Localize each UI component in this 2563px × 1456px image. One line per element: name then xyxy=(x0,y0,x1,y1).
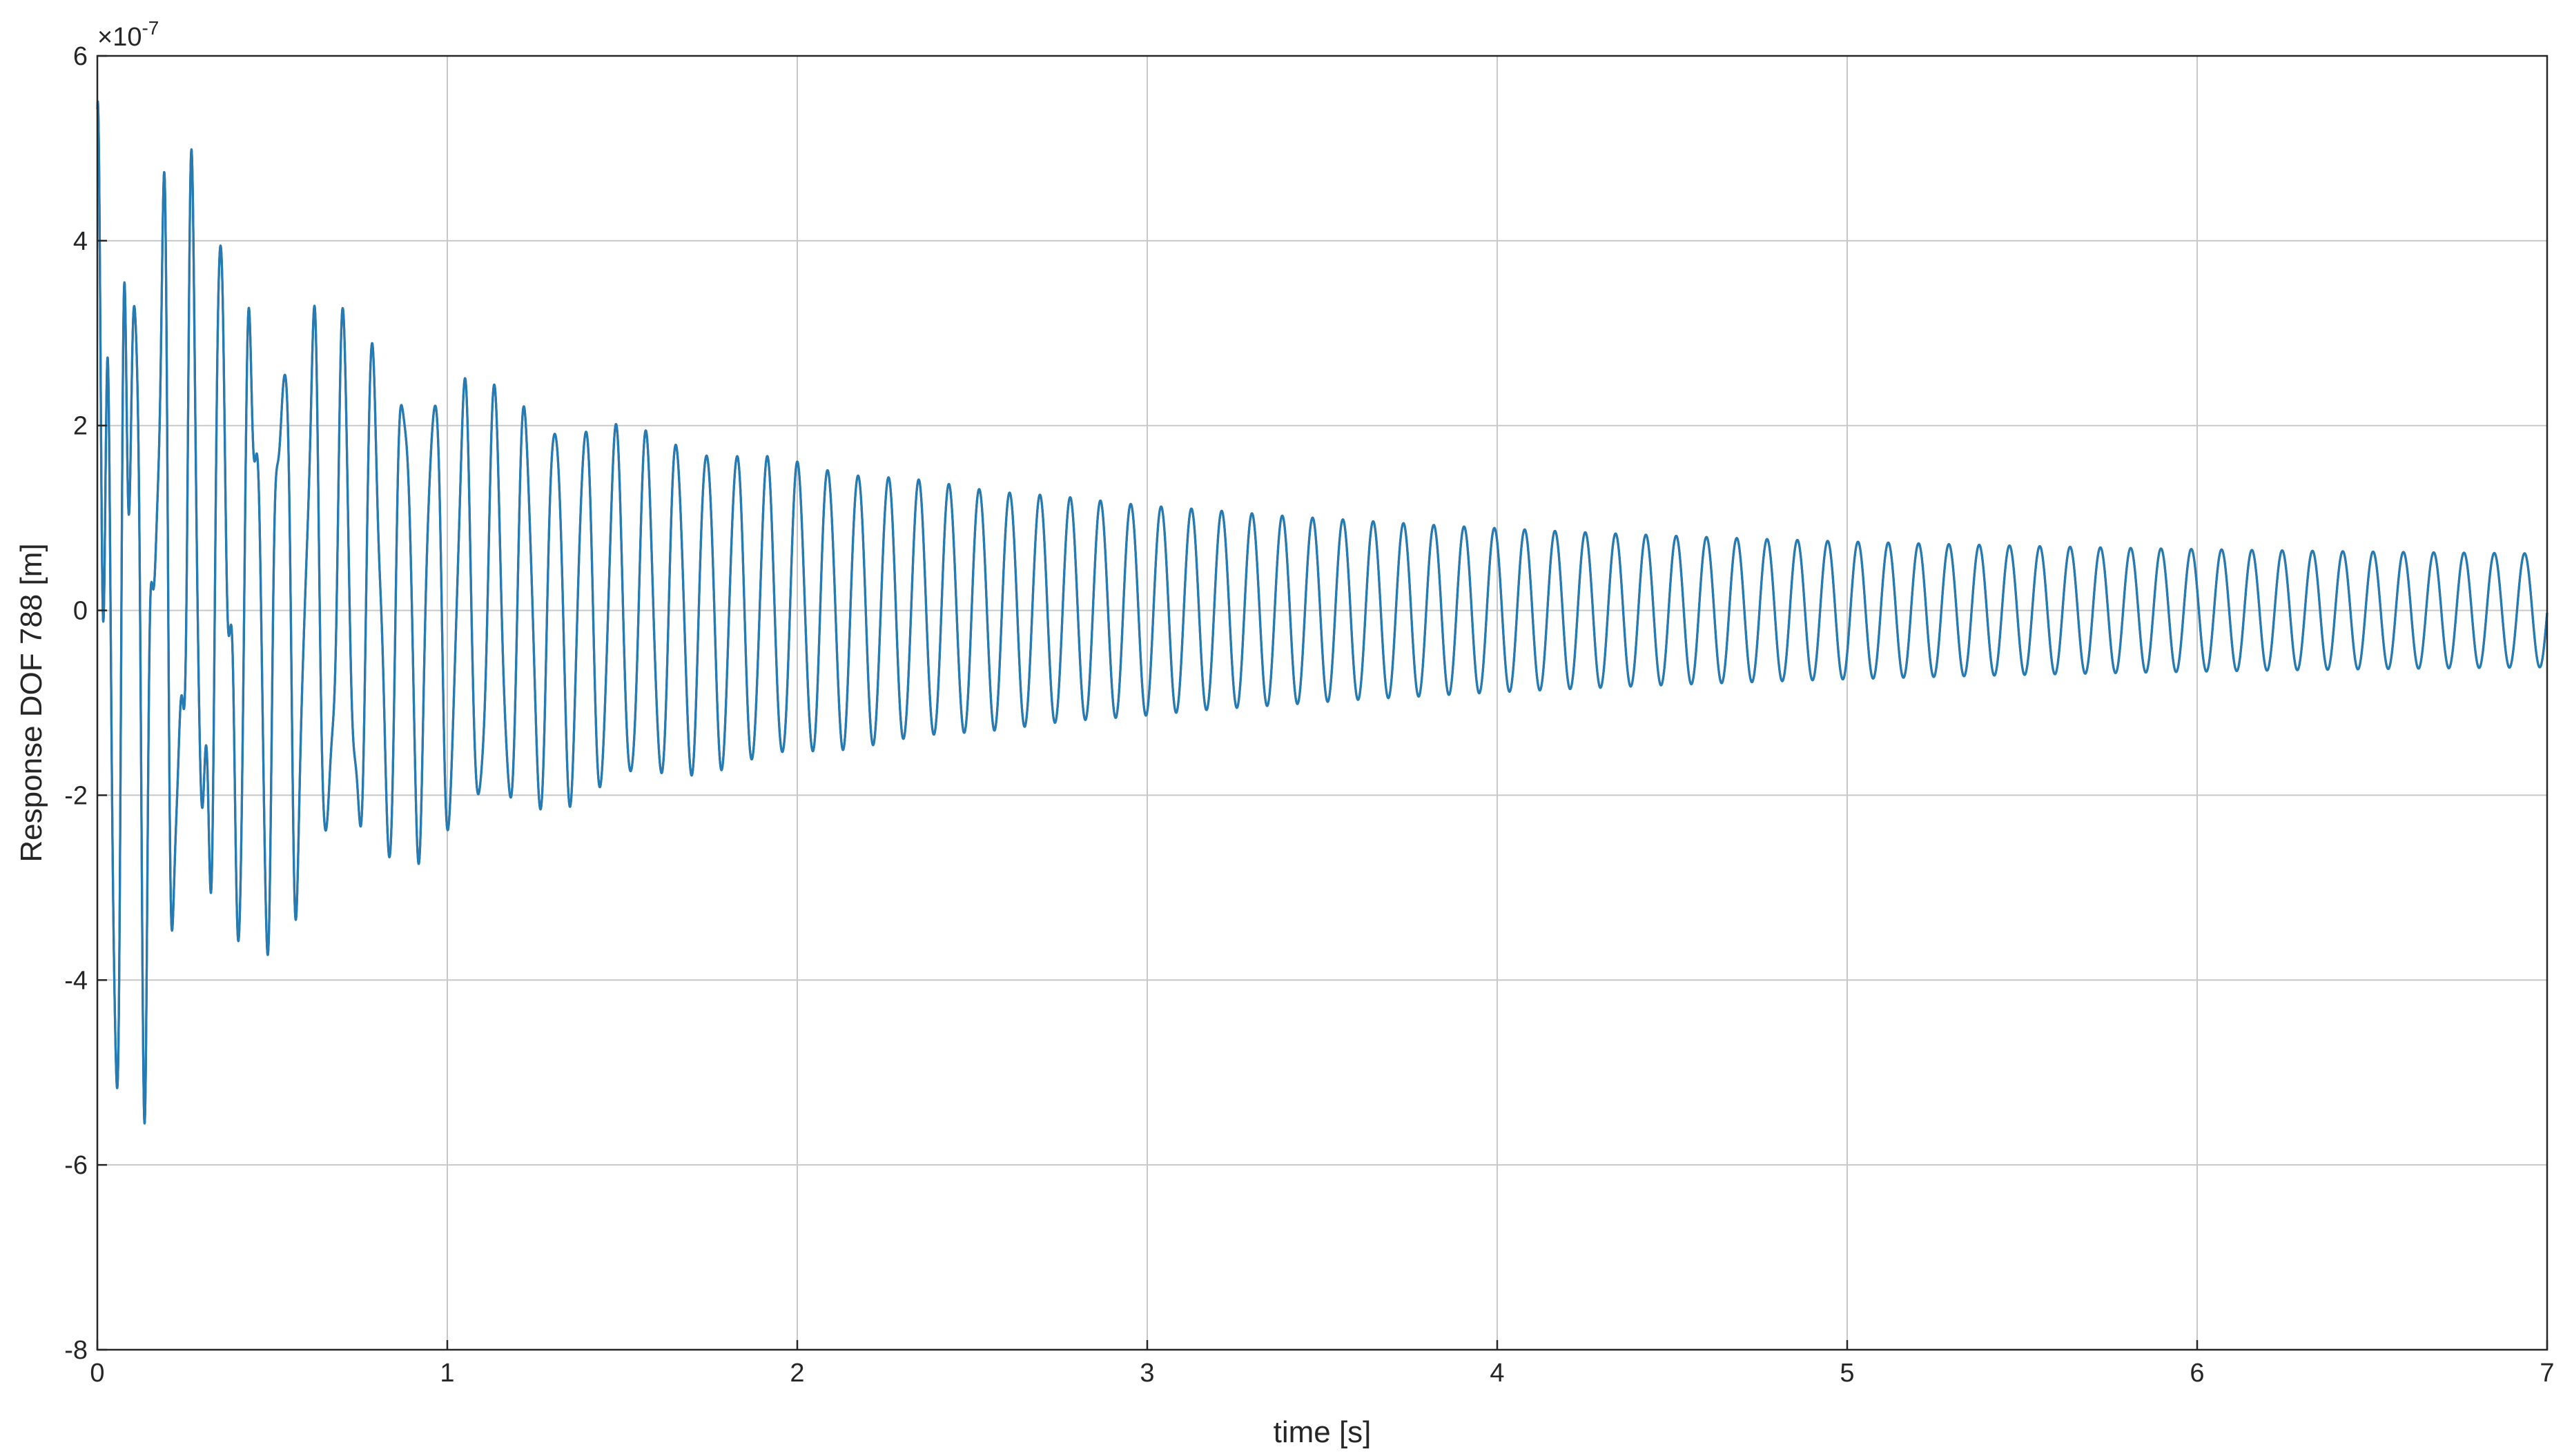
y-tick-label: -4 xyxy=(64,966,88,995)
x-axis-label: time [s] xyxy=(1274,1415,1372,1449)
y-axis-exponent: ×10-7 xyxy=(97,17,159,52)
y-axis-exponent-power: -7 xyxy=(142,17,159,39)
x-tick-label: 4 xyxy=(1490,1359,1504,1388)
x-axis-ticks: 0 1 2 3 4 5 6 7 xyxy=(90,1340,2555,1388)
x-tick-label: 3 xyxy=(1140,1359,1154,1388)
y-tick-label: 4 xyxy=(73,227,88,256)
plot-area-frame xyxy=(96,55,2549,1351)
y-tick-label: -6 xyxy=(64,1151,88,1180)
y-axis-label: Response DOF 788 [m] xyxy=(14,543,48,862)
series-response-dof-788 xyxy=(96,100,2549,1125)
x-tick-label: 1 xyxy=(440,1359,454,1388)
x-tick-label: 2 xyxy=(790,1359,804,1388)
y-tick-label: 2 xyxy=(73,412,88,441)
y-tick-label: -8 xyxy=(64,1336,88,1365)
y-tick-label: 6 xyxy=(73,42,88,71)
series-line xyxy=(96,100,2549,1125)
series-line-highlight xyxy=(96,100,2549,1125)
x-tick-label: 6 xyxy=(2190,1359,2204,1388)
y-axis-exponent-base: ×10 xyxy=(97,23,142,52)
grid xyxy=(97,55,2548,1350)
y-tick-label: -2 xyxy=(64,781,88,810)
x-tick-label: 5 xyxy=(1840,1359,1854,1388)
y-axis-ticks: -8 -6 -4 -2 0 2 4 6 xyxy=(64,42,107,1365)
x-tick-label: 7 xyxy=(2540,1359,2554,1388)
x-tick-label: 0 xyxy=(90,1359,104,1388)
y-tick-label: 0 xyxy=(73,597,88,626)
